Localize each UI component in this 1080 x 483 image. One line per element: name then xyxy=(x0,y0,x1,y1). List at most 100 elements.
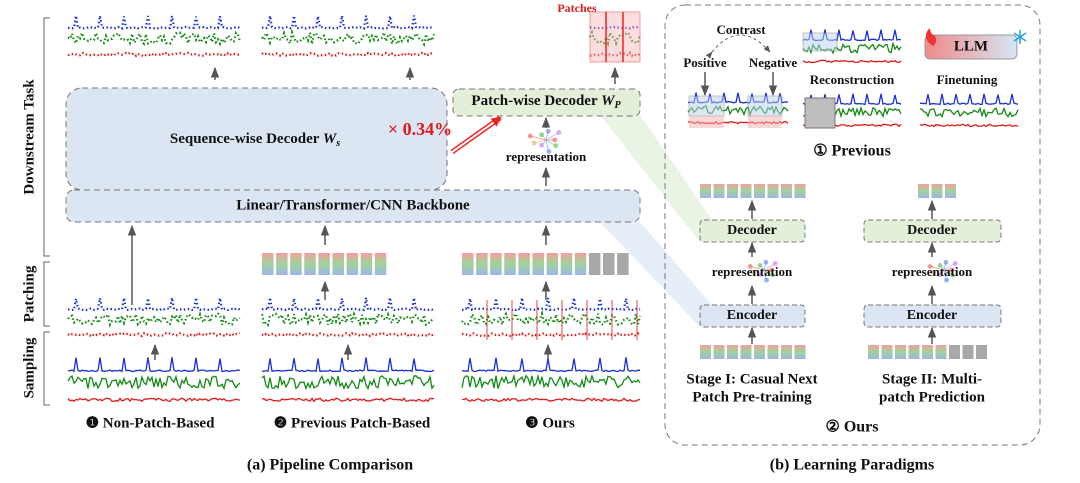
rep-node xyxy=(531,140,537,146)
patch-decoder: Patch-wise Decoder WP xyxy=(471,93,621,111)
caption: (b) Learning Paradigms xyxy=(770,457,934,474)
series-line xyxy=(67,331,241,338)
time-series xyxy=(260,297,435,338)
rep-node xyxy=(527,133,533,139)
series-line xyxy=(461,297,641,312)
patch xyxy=(868,345,879,359)
decoder: Decoder xyxy=(907,223,957,238)
series-line xyxy=(261,397,435,403)
patch xyxy=(945,184,956,198)
rep-node xyxy=(763,259,769,265)
patch xyxy=(546,253,559,275)
series-line xyxy=(802,59,902,64)
series-line xyxy=(919,123,1019,128)
snow-icon xyxy=(1013,30,1027,44)
rep-node xyxy=(553,143,559,149)
series-line xyxy=(260,310,435,329)
method: ❷ Previous Patch-Based xyxy=(274,415,431,431)
highlight xyxy=(748,116,782,128)
symbol: W xyxy=(601,93,616,109)
rep-node xyxy=(943,259,949,265)
patch xyxy=(504,253,516,275)
time-series xyxy=(261,357,435,403)
fire-icon xyxy=(925,28,937,46)
series-line xyxy=(461,373,641,390)
series-line xyxy=(589,51,641,58)
series-line xyxy=(261,374,435,391)
reconstruction: Reconstruction xyxy=(810,72,895,87)
rep-node xyxy=(556,130,562,135)
rep-node xyxy=(937,272,943,278)
rep-node xyxy=(539,132,544,138)
time-series xyxy=(261,15,436,58)
patch-decoder-box xyxy=(452,88,641,117)
series-line xyxy=(461,397,641,403)
patch xyxy=(490,253,502,275)
series-line xyxy=(261,357,435,373)
series-line xyxy=(67,310,241,328)
patch xyxy=(935,345,947,359)
finetuning: Finetuning xyxy=(937,72,998,87)
method: ❸ Ours xyxy=(525,415,575,431)
encoder: Encoder xyxy=(727,308,778,323)
ratio: × 0.34% xyxy=(388,119,452,139)
patch xyxy=(727,184,738,198)
stage-caption: Stage II: Multi- xyxy=(882,371,982,387)
caption: (a) Pipeline Comparison xyxy=(247,457,413,474)
patch xyxy=(304,253,316,275)
symbol: W xyxy=(323,131,338,147)
rep-node xyxy=(950,272,955,278)
paradigm-panel xyxy=(664,4,1041,446)
time-series xyxy=(919,93,1019,128)
patch xyxy=(754,345,765,359)
stage-caption: patch Prediction xyxy=(879,389,986,405)
time-series xyxy=(67,297,241,338)
brackets xyxy=(43,17,50,406)
patch xyxy=(918,184,929,198)
series-line xyxy=(261,15,435,31)
time-series xyxy=(461,297,642,338)
patch xyxy=(332,253,344,275)
label: Patch-wise Decoder xyxy=(471,93,598,109)
rep-node xyxy=(944,277,949,283)
patch xyxy=(276,253,288,275)
rep-node xyxy=(757,262,763,268)
patch xyxy=(794,184,806,198)
rep-node xyxy=(952,260,958,266)
series-line xyxy=(588,29,642,48)
rep-node xyxy=(552,137,558,143)
rep-node xyxy=(770,272,775,278)
ratio-arrow xyxy=(451,116,502,153)
highlight xyxy=(747,95,783,117)
patch xyxy=(262,253,274,275)
series-line xyxy=(919,106,1019,119)
series-line xyxy=(67,357,241,373)
rep-node xyxy=(751,270,756,276)
patch xyxy=(781,184,792,198)
series-line xyxy=(919,93,1019,106)
patch xyxy=(794,345,806,359)
rep-link xyxy=(530,135,547,141)
patch xyxy=(462,253,474,275)
series-line xyxy=(461,357,641,373)
positive: Positive xyxy=(683,55,727,70)
patch xyxy=(700,184,711,198)
patch xyxy=(603,253,615,275)
patch xyxy=(532,253,544,275)
llm-box xyxy=(924,34,1018,60)
patch xyxy=(781,345,792,359)
rep-node xyxy=(927,264,933,269)
stage-caption: Patch Pre-training xyxy=(692,389,812,405)
rep-node xyxy=(949,267,955,273)
rep-node xyxy=(546,149,552,154)
time-series xyxy=(461,357,641,403)
rep-node xyxy=(769,267,775,273)
backbone-box xyxy=(65,189,641,223)
rep-node xyxy=(757,272,763,278)
patch xyxy=(895,345,906,359)
patch xyxy=(588,253,601,275)
patch xyxy=(518,253,530,275)
series-line xyxy=(67,29,242,47)
rep-link xyxy=(545,132,560,141)
rep-node xyxy=(545,128,551,134)
